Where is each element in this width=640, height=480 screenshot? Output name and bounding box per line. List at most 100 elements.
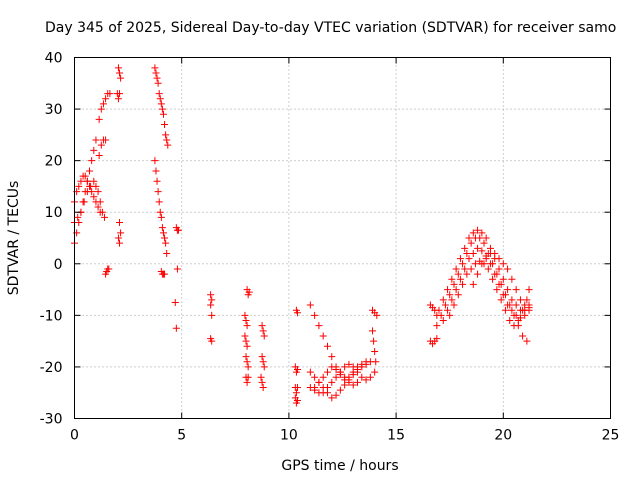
data-point bbox=[243, 378, 251, 386]
data-point bbox=[491, 249, 499, 257]
data-point bbox=[90, 193, 98, 201]
data-point bbox=[519, 306, 527, 314]
data-point bbox=[454, 291, 462, 299]
x-tick-label: 20 bbox=[494, 428, 512, 444]
x-axis-label: GPS time / hours bbox=[281, 458, 398, 474]
series-arc-n bbox=[257, 322, 268, 392]
data-point bbox=[159, 229, 167, 237]
data-point bbox=[482, 255, 490, 263]
data-point bbox=[95, 115, 103, 123]
data-point bbox=[332, 366, 340, 374]
data-point bbox=[341, 376, 349, 384]
data-point bbox=[311, 311, 319, 319]
y-tick-label: -10 bbox=[40, 308, 63, 324]
data-point bbox=[83, 188, 91, 196]
data-point bbox=[258, 353, 266, 361]
series-arc-y bbox=[446, 257, 533, 330]
data-point bbox=[461, 265, 469, 273]
data-point bbox=[484, 265, 492, 273]
data-point bbox=[164, 141, 172, 149]
data-point bbox=[99, 100, 107, 108]
data-point bbox=[153, 74, 161, 82]
data-point bbox=[101, 213, 109, 221]
data-point bbox=[370, 337, 378, 345]
data-point bbox=[117, 229, 125, 237]
data-point bbox=[328, 363, 336, 371]
plot-frame bbox=[74, 57, 611, 419]
data-point bbox=[293, 396, 301, 404]
data-point bbox=[354, 368, 362, 376]
data-point bbox=[332, 391, 340, 399]
series-arc-h bbox=[151, 64, 172, 149]
data-point bbox=[244, 363, 252, 371]
data-point bbox=[499, 275, 507, 283]
series-arc-t bbox=[369, 306, 381, 376]
data-point bbox=[491, 270, 499, 278]
data-point bbox=[161, 121, 169, 129]
data-point bbox=[323, 368, 331, 376]
data-point bbox=[163, 249, 171, 257]
data-point bbox=[456, 275, 464, 283]
y-tick-label: 30 bbox=[45, 102, 63, 118]
data-point bbox=[161, 234, 169, 242]
data-point bbox=[446, 291, 454, 299]
data-point bbox=[153, 177, 161, 185]
data-point bbox=[437, 311, 445, 319]
data-point bbox=[95, 151, 103, 159]
data-point bbox=[433, 335, 441, 343]
data-point bbox=[474, 244, 482, 252]
data-point bbox=[162, 239, 170, 247]
data-point bbox=[94, 203, 102, 211]
data-point bbox=[257, 373, 265, 381]
data-point bbox=[319, 332, 327, 340]
data-point bbox=[467, 265, 475, 273]
data-point bbox=[243, 322, 251, 330]
data-point bbox=[242, 317, 250, 325]
data-point bbox=[208, 296, 216, 304]
data-point bbox=[293, 384, 301, 392]
x-tick-label: 15 bbox=[387, 428, 405, 444]
data-point bbox=[474, 270, 482, 278]
data-point bbox=[116, 239, 124, 247]
data-point bbox=[151, 157, 159, 165]
data-point bbox=[241, 311, 249, 319]
data-point bbox=[157, 100, 165, 108]
data-point bbox=[83, 177, 91, 185]
data-point bbox=[114, 64, 122, 72]
data-point bbox=[102, 136, 110, 144]
data-point bbox=[504, 265, 512, 273]
series-arc-o bbox=[291, 306, 301, 407]
data-point bbox=[258, 322, 266, 330]
data-point bbox=[371, 347, 379, 355]
data-point bbox=[373, 311, 381, 319]
data-point bbox=[258, 378, 266, 386]
data-point bbox=[358, 373, 366, 381]
x-tick-label: 5 bbox=[177, 428, 186, 444]
data-point bbox=[463, 249, 471, 257]
data-point bbox=[116, 69, 124, 77]
data-point bbox=[525, 304, 533, 312]
data-point bbox=[92, 136, 100, 144]
data-point bbox=[469, 280, 477, 288]
data-point bbox=[523, 337, 531, 345]
data-point bbox=[171, 298, 179, 306]
series-arc-g bbox=[113, 64, 125, 247]
data-point bbox=[441, 301, 449, 309]
data-point bbox=[495, 280, 503, 288]
data-point bbox=[114, 95, 122, 103]
data-point bbox=[495, 255, 503, 263]
series-arc-e bbox=[95, 90, 114, 123]
data-point bbox=[439, 296, 447, 304]
data-point bbox=[208, 311, 216, 319]
data-point bbox=[469, 229, 477, 237]
y-tick-label: -30 bbox=[40, 412, 63, 428]
data-point bbox=[456, 255, 464, 263]
data-point bbox=[242, 337, 250, 345]
data-point bbox=[319, 389, 327, 397]
data-point bbox=[92, 182, 100, 190]
data-point bbox=[90, 177, 98, 185]
data-point bbox=[486, 260, 494, 268]
series-arc-c bbox=[71, 177, 109, 227]
data-point bbox=[501, 306, 509, 314]
data-point bbox=[259, 384, 267, 392]
